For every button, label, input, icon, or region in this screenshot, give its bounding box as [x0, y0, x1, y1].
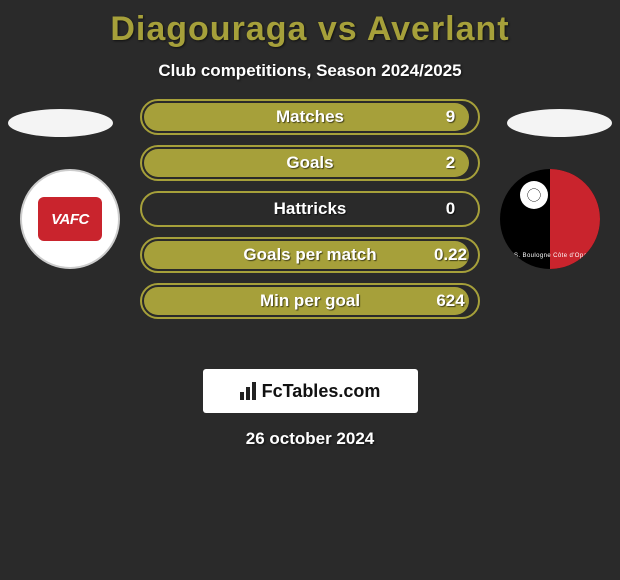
stat-row: Min per goal624: [140, 283, 480, 319]
team-badge-right: U.S. Boulogne Côte d'Opale: [500, 169, 600, 269]
badge-right-text: U.S. Boulogne Côte d'Opale: [507, 253, 593, 259]
stat-value: 0: [423, 199, 478, 219]
stat-row: Hattricks0: [140, 191, 480, 227]
stat-label: Goals per match: [142, 245, 423, 265]
ball-icon: [520, 181, 548, 209]
stat-label: Min per goal: [142, 291, 423, 311]
stat-value: 624: [423, 291, 478, 311]
page-subtitle: Club competitions, Season 2024/2025: [0, 61, 620, 81]
stat-value: 9: [423, 107, 478, 127]
stat-rows: Matches9Goals2Hattricks0Goals per match0…: [140, 99, 480, 329]
comparison-stage: VAFC U.S. Boulogne Côte d'Opale Matches9…: [0, 99, 620, 359]
brand-bars-icon: [240, 382, 256, 400]
brand-box: FcTables.com: [203, 369, 418, 413]
stat-label: Hattricks: [142, 199, 423, 219]
footer-date: 26 october 2024: [0, 429, 620, 449]
halo-left: [8, 109, 113, 137]
stat-value: 2: [423, 153, 478, 173]
stat-row: Goals per match0.22: [140, 237, 480, 273]
stat-label: Matches: [142, 107, 423, 127]
stat-row: Matches9: [140, 99, 480, 135]
page-title: Diagouraga vs Averlant: [0, 0, 620, 49]
stat-value: 0.22: [423, 245, 478, 265]
vafc-logo: VAFC: [38, 197, 102, 241]
stat-row: Goals2: [140, 145, 480, 181]
team-badge-left: VAFC: [20, 169, 120, 269]
brand-label: FcTables.com: [262, 381, 381, 402]
stat-label: Goals: [142, 153, 423, 173]
halo-right: [507, 109, 612, 137]
